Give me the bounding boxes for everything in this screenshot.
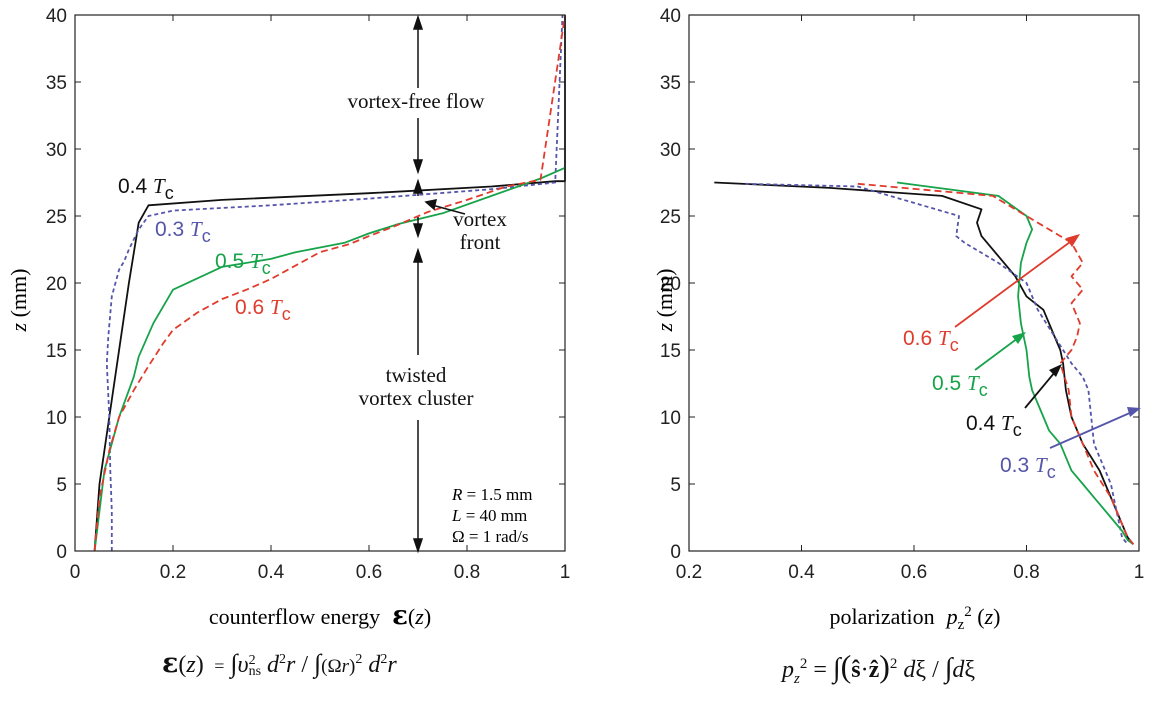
left-x-tick-label: 0.4 xyxy=(258,562,285,583)
left-y-tick-label: 25 xyxy=(46,207,67,228)
left-series-label-06: 0.6 Tc xyxy=(235,295,291,324)
right-x-tick-label: 1 xyxy=(1134,562,1145,583)
left-plot-frame xyxy=(74,14,566,552)
left-y-tick-label: 30 xyxy=(46,140,67,161)
right-y-tick-label: 0 xyxy=(670,542,681,563)
arrow-head xyxy=(412,538,424,554)
right-series-label-04: 0.4 Tc xyxy=(966,411,1022,440)
right-y-tick-label: 25 xyxy=(660,207,681,228)
left-x-axis-label: counterflow energy ε(z) xyxy=(209,601,431,631)
left-y-tick-label: 15 xyxy=(46,341,67,362)
left-x-tick-label: 0.6 xyxy=(356,562,382,583)
left-x-tick-label: 0 xyxy=(70,562,81,583)
left-y-tick-label: 0 xyxy=(56,542,67,563)
right-x-tick-label: 0.2 xyxy=(676,562,702,583)
right-series-label-03: 0.3 Tc xyxy=(1000,453,1056,482)
left-y-tick-label: 40 xyxy=(46,6,67,27)
right-formula: pz2 = ∫(ŝ·ẑ)2 dξ / ∫dξ xyxy=(782,648,976,687)
right-y-tick-label: 40 xyxy=(660,6,681,27)
right-series-label-06: 0.6 Tc xyxy=(903,326,959,355)
right-y-tick-label: 5 xyxy=(670,475,681,496)
right-x-tick-label: 0.4 xyxy=(788,562,815,583)
left-series-03 xyxy=(105,14,564,551)
pointer-03 xyxy=(1049,411,1133,449)
left-y-axis-label: z (mm) xyxy=(6,269,31,333)
arrow-head xyxy=(412,247,424,263)
pointer-06 xyxy=(954,241,1071,328)
left-series-label-05: 0.5 Tc xyxy=(215,249,271,278)
left-series-label-04: 0.4 Tc xyxy=(118,174,174,203)
right-y-tick-label: 20 xyxy=(660,274,681,295)
annotation-twisted: twisted xyxy=(386,363,447,387)
annotation-vortex: vortex xyxy=(453,207,507,231)
arrow-head xyxy=(412,159,424,175)
pointer-04 xyxy=(1024,371,1056,409)
left-y-tick-label: 20 xyxy=(46,274,67,295)
right-y-axis-label: z (mm) xyxy=(652,269,677,333)
right-x-tick-label: 0.6 xyxy=(901,562,927,583)
param-l: L = 40 mm xyxy=(451,506,527,525)
left-series-label-03: 0.3 Tc xyxy=(155,217,211,246)
right-series-03 xyxy=(745,182,1129,545)
right-plot-frame xyxy=(688,14,1140,552)
arrow-head xyxy=(412,223,424,239)
left-series-04 xyxy=(93,15,566,552)
right-series-05 xyxy=(896,181,1134,546)
left-x-tick-label: 1 xyxy=(560,562,571,583)
right-x-axis-label: polarization pz2 (z) xyxy=(830,604,1001,633)
arrow-head xyxy=(412,14,424,30)
right-y-tick-label: 35 xyxy=(660,73,681,94)
left-formula: ε(z) = ∫υ 2 ns d2r / ∫(Ωr)2 d2r xyxy=(162,648,397,680)
right-x-tick-label: 0.8 xyxy=(1013,562,1039,583)
annotation-vortex-free-flow: vortex-free flow xyxy=(347,89,485,113)
right-series-06 xyxy=(857,182,1135,545)
left-x-tick-label: 0.2 xyxy=(160,562,186,583)
param-r: R = 1.5 mm xyxy=(451,485,532,504)
vortex-front-pointer xyxy=(431,204,466,215)
arrow-head xyxy=(412,178,424,194)
annotation-front: front xyxy=(460,230,501,254)
right-y-tick-label: 15 xyxy=(660,341,681,362)
right-y-tick-label: 10 xyxy=(660,408,681,429)
left-x-tick-label: 0.8 xyxy=(454,562,480,583)
right-y-tick-label: 30 xyxy=(660,140,681,161)
right-pointer-arrows xyxy=(954,234,1141,449)
left-y-tick-label: 35 xyxy=(46,73,67,94)
right-series-label-05: 0.5 Tc xyxy=(932,371,988,400)
pointer-05 xyxy=(974,337,1019,371)
annotation-vortex-cluster: vortex cluster xyxy=(359,386,474,410)
left-annotation-arrows xyxy=(412,14,466,554)
right-series-04 xyxy=(714,181,1135,545)
left-series-06 xyxy=(93,14,566,552)
parameter-list: R = 1.5 mm L = 40 mm Ω = 1 rad/s xyxy=(451,485,532,546)
left-y-tick-label: 10 xyxy=(46,408,67,429)
left-y-tick-label: 5 xyxy=(56,475,67,496)
param-omega: Ω = 1 rad/s xyxy=(452,527,529,546)
